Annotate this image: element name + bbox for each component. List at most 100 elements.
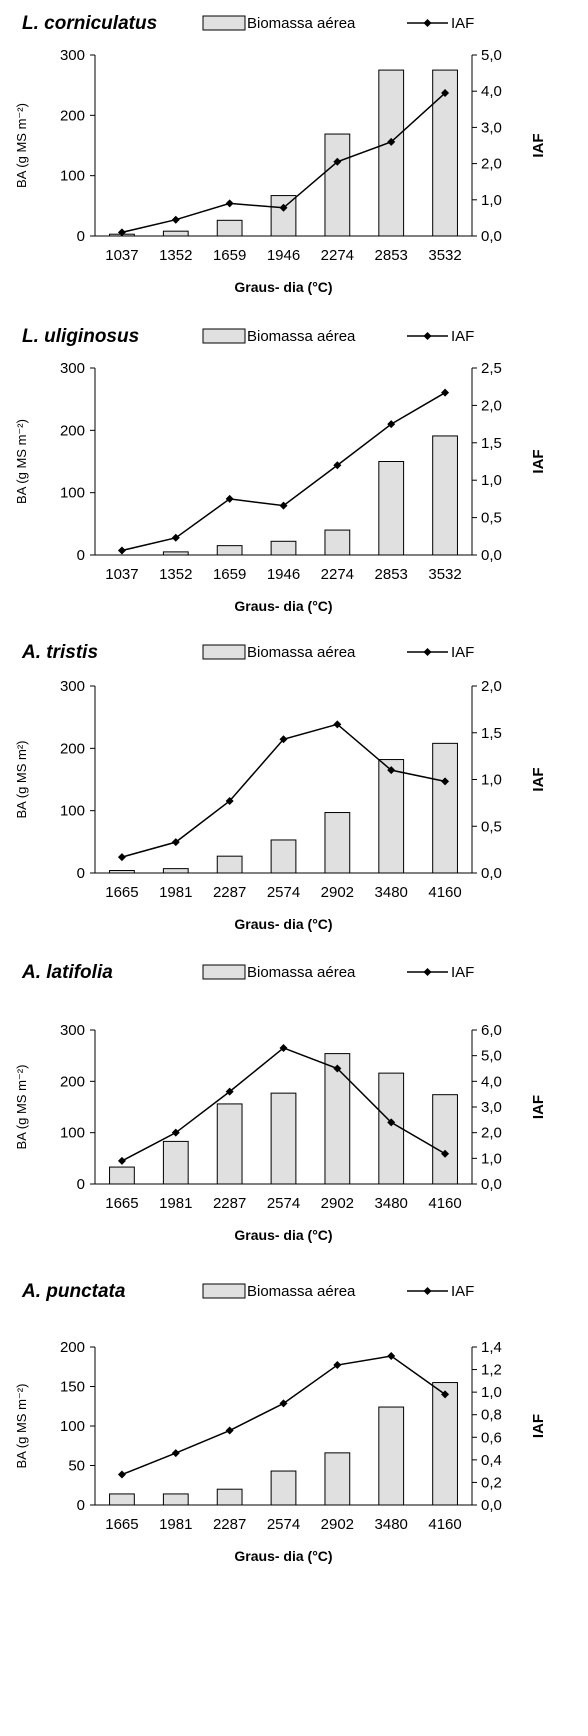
y-axis-label: BA (g MS m²) xyxy=(14,740,29,818)
iaf-point xyxy=(387,1352,396,1361)
legend-marker xyxy=(423,19,432,27)
bar xyxy=(378,461,405,556)
y-tick-label: 300 xyxy=(60,678,85,695)
y2-tick-label: 0,0 xyxy=(481,865,502,882)
y2-tick-label: 0,8 xyxy=(481,1407,502,1424)
y2-tick-label: 4,0 xyxy=(481,83,502,100)
x-tick-label: 2287 xyxy=(213,1195,246,1212)
y-axis-label: BA (g MS m⁻²) xyxy=(14,419,29,504)
iaf-point xyxy=(279,735,288,744)
iaf-point xyxy=(117,853,126,862)
y2-tick-label: 1,5 xyxy=(481,435,502,452)
x-tick-label: 2902 xyxy=(321,1516,354,1533)
y-tick-label: 0 xyxy=(77,865,85,882)
iaf-point xyxy=(333,720,342,729)
iaf-point xyxy=(117,228,126,237)
y-tick-label: 200 xyxy=(60,1339,85,1356)
bar xyxy=(324,1053,351,1185)
iaf-point xyxy=(117,546,126,555)
y-tick-label: 100 xyxy=(60,485,85,502)
chart-title: L. corniculatus xyxy=(22,13,157,34)
y2-tick-label: 1,2 xyxy=(481,1362,502,1379)
y-tick-label: 300 xyxy=(60,360,85,377)
legend-bar-swatch xyxy=(202,964,246,980)
y2-tick-label: 0,2 xyxy=(481,1474,502,1491)
bar xyxy=(270,1092,297,1185)
y2-tick-label: 2,0 xyxy=(481,1125,502,1142)
iaf-point xyxy=(441,1149,450,1158)
x-tick-label: 1665 xyxy=(105,1516,138,1533)
bar xyxy=(324,1452,351,1506)
iaf-point xyxy=(225,1426,234,1435)
y2-tick-label: 0,5 xyxy=(481,818,502,835)
iaf-point xyxy=(387,1118,396,1127)
y-tick-label: 200 xyxy=(60,740,85,757)
legend-marker xyxy=(423,648,432,656)
chart-title: L. uliginosus xyxy=(22,326,139,347)
iaf-point xyxy=(171,215,180,224)
legend-marker xyxy=(423,1287,432,1295)
y-tick-label: 100 xyxy=(60,168,85,185)
y2-axis-label: IAF xyxy=(530,767,547,791)
x-tick-label: 2853 xyxy=(375,247,408,264)
x-tick-label: 1946 xyxy=(267,247,300,264)
iaf-point xyxy=(441,388,450,397)
bar xyxy=(324,529,351,556)
bar xyxy=(216,545,243,556)
bar xyxy=(378,1072,405,1185)
y-tick-label: 300 xyxy=(60,47,85,64)
y-tick-label: 150 xyxy=(60,1379,85,1396)
y-axis-label: BA (g MS m⁻²) xyxy=(14,103,29,188)
iaf-point xyxy=(387,766,396,775)
x-tick-label: 2274 xyxy=(321,566,354,583)
bar xyxy=(378,759,405,874)
x-tick-label: 1037 xyxy=(105,566,138,583)
y2-tick-label: 0,5 xyxy=(481,510,502,527)
y2-tick-label: 1,0 xyxy=(481,192,502,209)
legend-label: Biomassa aérea xyxy=(247,964,356,981)
y2-tick-label: 2,5 xyxy=(481,360,502,377)
y-tick-label: 0 xyxy=(77,1176,85,1193)
legend-bar-swatch xyxy=(202,1283,246,1299)
iaf-point xyxy=(333,1361,342,1370)
legend-label: IAF xyxy=(451,964,474,981)
bar xyxy=(216,219,243,237)
y-tick-label: 100 xyxy=(60,1125,85,1142)
y2-tick-label: 1,5 xyxy=(481,725,502,742)
bar xyxy=(109,1493,135,1506)
x-tick-label: 1659 xyxy=(213,566,246,583)
bar xyxy=(324,133,351,237)
x-tick-label: 1981 xyxy=(159,884,192,901)
y2-tick-label: 4,0 xyxy=(481,1073,502,1090)
y2-tick-label: 2,0 xyxy=(481,156,502,173)
bar xyxy=(432,435,458,556)
iaf-point xyxy=(441,1390,450,1399)
x-tick-label: 1352 xyxy=(159,247,192,264)
y2-tick-label: 1,0 xyxy=(481,1384,502,1401)
y2-tick-label: 3,0 xyxy=(481,119,502,136)
bar xyxy=(378,69,405,237)
y-tick-label: 200 xyxy=(60,107,85,124)
iaf-point xyxy=(225,494,234,503)
legend-label: IAF xyxy=(451,328,474,345)
x-tick-label: 1665 xyxy=(105,884,138,901)
x-tick-label: 2287 xyxy=(213,884,246,901)
x-tick-label: 3532 xyxy=(428,566,461,583)
y2-tick-label: 1,0 xyxy=(481,1150,502,1167)
legend-label: Biomassa aérea xyxy=(247,644,356,661)
y-tick-label: 0 xyxy=(77,1497,85,1514)
legend-marker xyxy=(423,332,432,340)
y2-axis-label: IAF xyxy=(530,449,547,473)
x-tick-label: 1659 xyxy=(213,247,246,264)
iaf-point xyxy=(387,420,396,429)
iaf-point xyxy=(333,157,342,166)
chart-title: A. tristis xyxy=(21,642,98,663)
iaf-point xyxy=(441,777,450,786)
bar xyxy=(109,1166,135,1185)
legend-label: IAF xyxy=(451,15,474,32)
y2-tick-label: 6,0 xyxy=(481,1022,502,1039)
legend-bar-swatch xyxy=(202,328,246,344)
bar xyxy=(216,1103,243,1185)
x-tick-label: 2274 xyxy=(321,247,354,264)
